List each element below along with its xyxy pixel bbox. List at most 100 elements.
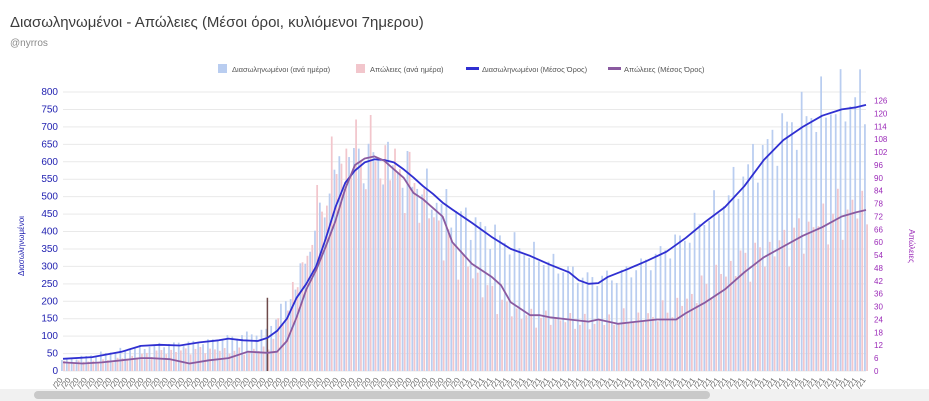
legend-swatch	[218, 64, 227, 73]
intubated-daily-bar	[289, 299, 292, 371]
deaths-daily-bar	[749, 281, 752, 371]
intubated-daily-bar	[508, 254, 511, 371]
deaths-daily-bar	[92, 360, 95, 371]
x-axis-ticks: /20/20/20/20/20/20/20/20/20/20/20/20/20/…	[51, 376, 868, 389]
right-tick-label: 48	[874, 264, 883, 273]
deaths-daily-bar	[506, 301, 508, 371]
deaths-daily-bar	[856, 218, 859, 371]
intubated-daily-bar	[698, 223, 701, 371]
deaths-daily-bar	[262, 346, 265, 371]
deaths-daily-bar	[311, 244, 314, 371]
deaths-daily-bar	[637, 312, 640, 371]
left-tick-label: 350	[41, 244, 58, 255]
intubated-daily-bar	[533, 241, 535, 371]
left-tick-label: 0	[52, 366, 58, 377]
deaths-daily-bar	[564, 322, 567, 371]
deaths-daily-bar	[476, 272, 479, 371]
intubated-daily-bar	[610, 280, 613, 371]
intubated-daily-bar	[737, 198, 740, 371]
intubated-daily-bar	[396, 173, 399, 371]
deaths-daily-bar	[72, 363, 75, 371]
intubated-daily-bar	[688, 242, 691, 371]
deaths-daily-bar	[618, 324, 620, 371]
deaths-daily-bar	[277, 318, 280, 371]
deaths-daily-bar	[759, 247, 761, 371]
legend-item[interactable]: Απώλειες (ανά ημέρα)	[356, 64, 444, 74]
deaths-daily-bar	[350, 174, 353, 371]
deaths-daily-bar	[428, 218, 430, 371]
intubated-daily-bar	[357, 148, 360, 371]
daily-bars	[61, 69, 868, 372]
scrollbar-thumb[interactable]	[34, 391, 710, 399]
deaths-daily-bar	[510, 316, 513, 371]
intubated-daily-bar	[839, 69, 842, 372]
deaths-daily-bar	[306, 255, 309, 371]
intubated-daily-bar	[625, 266, 628, 371]
deaths-daily-bar	[861, 190, 864, 371]
deaths-daily-bar	[472, 278, 474, 371]
deaths-daily-bar	[243, 354, 246, 371]
deaths-daily-bar	[68, 362, 70, 371]
deaths-daily-bar	[598, 319, 601, 371]
deaths-daily-bar	[491, 285, 494, 371]
right-tick-label: 30	[874, 303, 883, 312]
right-tick-label: 12	[874, 341, 883, 350]
intubated-daily-bar	[134, 348, 136, 371]
deaths-daily-bar	[764, 266, 766, 371]
legend-item[interactable]: Απώλειες (Μέσος Όρος)	[608, 65, 705, 74]
intubated-daily-bar	[591, 277, 594, 371]
deaths-daily-bar	[807, 221, 810, 371]
intubated-daily-bar	[455, 211, 457, 371]
legend: Διασωληνωμένοι (ανά ημέρα) Απώλειες (ανά …	[218, 64, 705, 74]
intubated-daily-bar	[791, 122, 793, 371]
left-tick-label: 400	[41, 227, 58, 238]
deaths-daily-bar	[812, 227, 815, 371]
intubated-daily-bar	[781, 113, 784, 371]
legend-swatch	[608, 67, 621, 70]
deaths-daily-bar	[729, 260, 732, 371]
deaths-daily-bar	[257, 351, 260, 371]
deaths-daily-bar	[233, 350, 236, 371]
deaths-daily-bar	[671, 317, 674, 371]
intubated-daily-bar	[294, 289, 297, 371]
deaths-daily-bar	[515, 308, 518, 371]
intubated-daily-bar	[494, 224, 496, 371]
chart: Διασωληνωμένοι (ανά ημέρα) Απώλειες (ανά …	[17, 64, 916, 389]
deaths-daily-bar	[248, 351, 250, 371]
intubated-daily-bar	[421, 194, 423, 371]
legend-item[interactable]: Διασωληνωμένοι (Μέσος Όρος)	[466, 65, 588, 74]
intubated-daily-bar	[270, 325, 273, 371]
deaths-daily-bar	[223, 348, 226, 371]
intubated-daily-bar	[499, 235, 501, 371]
left-tick-label: 550	[41, 174, 58, 185]
deaths-daily-bar	[496, 314, 499, 371]
deaths-daily-bar	[481, 297, 484, 371]
deaths-daily-bar	[369, 115, 372, 371]
deaths-daily-bar	[710, 298, 713, 371]
deaths-daily-bar	[321, 211, 323, 371]
right-tick-label: 54	[874, 251, 883, 260]
deaths-daily-bar	[705, 283, 708, 371]
intubated-daily-bar	[377, 159, 380, 371]
intubated-daily-bar	[859, 69, 861, 371]
right-tick-label: 126	[874, 97, 888, 106]
intubated-daily-bar	[829, 114, 832, 372]
deaths-daily-bar	[136, 357, 138, 371]
deaths-daily-bar	[700, 275, 703, 371]
legend-item[interactable]: Διασωληνωμένοι (ανά ημέρα)	[218, 64, 331, 74]
deaths-daily-bar	[272, 338, 275, 371]
left-tick-label: 50	[47, 349, 59, 360]
intubated-daily-bar	[323, 217, 326, 371]
deaths-daily-bar	[389, 180, 392, 371]
deaths-daily-bar	[661, 300, 664, 371]
right-tick-label: 18	[874, 328, 883, 337]
right-tick-label: 108	[874, 135, 888, 144]
legend-swatch	[466, 67, 479, 70]
intubated-daily-bar	[537, 261, 540, 371]
intubated-daily-bar	[849, 106, 852, 372]
intubated-daily-bar	[333, 169, 336, 371]
right-tick-label: 66	[874, 225, 883, 234]
intubated-daily-bar	[693, 212, 696, 371]
left-axis-label: Διασωληνωμένοι	[17, 216, 26, 276]
horizontal-scrollbar[interactable]	[0, 389, 929, 401]
